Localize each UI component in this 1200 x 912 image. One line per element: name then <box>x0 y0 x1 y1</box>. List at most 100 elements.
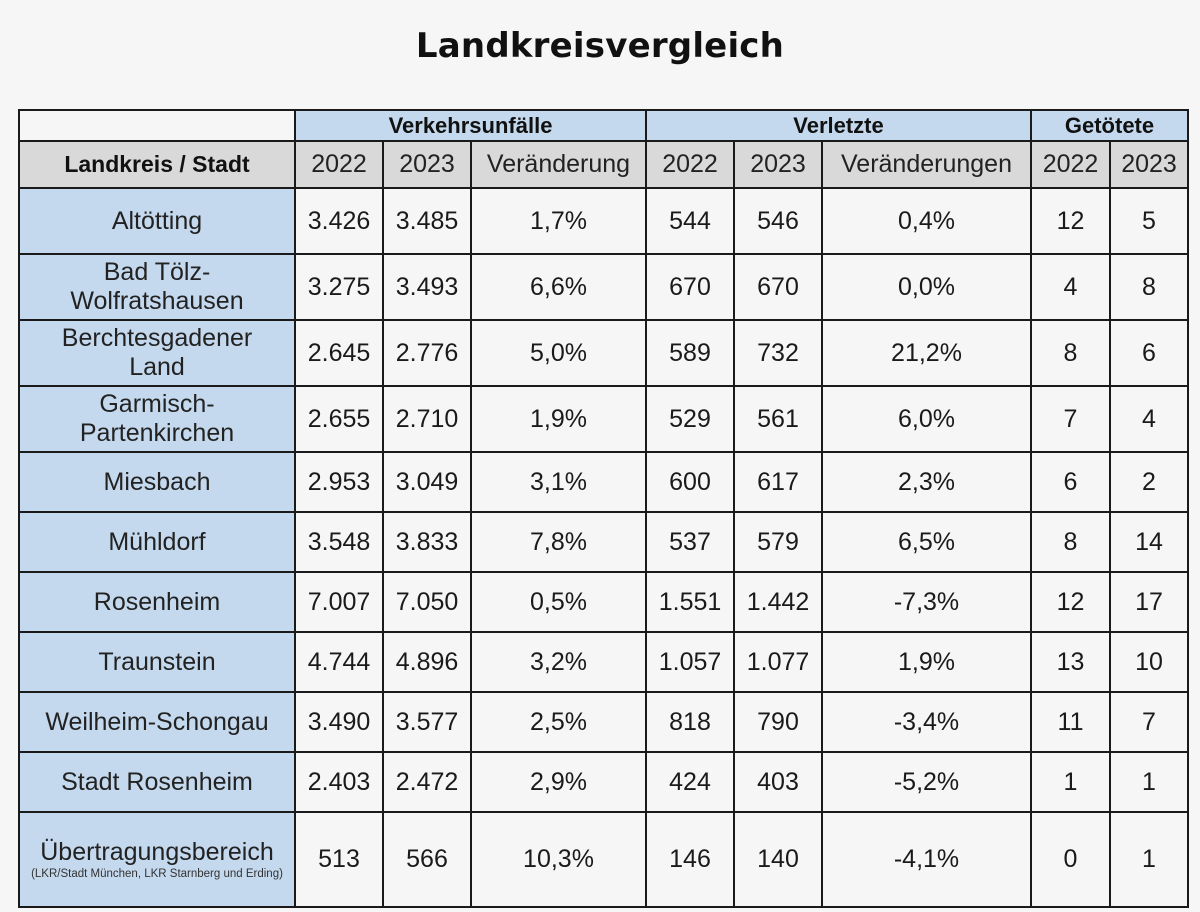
injured-change-cell: 6,5% <box>821 511 1032 573</box>
killed-2022-cell: 1 <box>1030 751 1111 813</box>
table-row: Bad Tölz- Wolfratshausen 3.275 3.493 6,6… <box>18 253 1189 321</box>
accidents-2023-cell: 3.049 <box>382 451 472 513</box>
district-name-cell: Übertragungsbereich (LKR/Stadt München, … <box>18 811 296 908</box>
column-header-district: Landkreis / Stadt <box>18 140 296 189</box>
column-header-injured-2022: 2022 <box>645 140 735 189</box>
group-header-injured: Verletzte <box>645 109 1032 142</box>
accidents-change-cell: 2,5% <box>470 691 647 753</box>
killed-2023-cell: 5 <box>1109 187 1189 255</box>
accidents-2023-cell: 3.577 <box>382 691 472 753</box>
injured-2023-cell: 617 <box>733 451 823 513</box>
column-header-killed-2022: 2022 <box>1030 140 1111 189</box>
injured-2022-cell: 424 <box>645 751 735 813</box>
district-name: Bad Tölz- <box>103 258 211 286</box>
accidents-2023-cell: 2.710 <box>382 385 472 453</box>
district-comparison-table: Verkehrsunfälle Verletzte Getötete Landk… <box>18 109 1189 908</box>
injured-change-cell: 21,2% <box>821 319 1032 387</box>
killed-2022-cell: 12 <box>1030 187 1111 255</box>
district-name: Miesbach <box>103 467 211 496</box>
injured-2023-cell: 546 <box>733 187 823 255</box>
district-name-cell: Garmisch- Partenkirchen <box>18 385 296 453</box>
district-name-cell: Weilheim-Schongau <box>18 691 296 753</box>
column-header-accidents-change: Veränderung <box>470 140 647 189</box>
district-name: Traunstein <box>98 647 216 676</box>
district-name-cell: Bad Tölz- Wolfratshausen <box>18 253 296 321</box>
injured-change-cell: -5,2% <box>821 751 1032 813</box>
injured-change-cell: 0,4% <box>821 187 1032 255</box>
column-header-accidents-2023: 2023 <box>382 140 472 189</box>
district-name: Altötting <box>111 206 203 235</box>
accidents-change-cell: 3,1% <box>470 451 647 513</box>
killed-2023-cell: 14 <box>1109 511 1189 573</box>
district-name-cell: Mühldorf <box>18 511 296 573</box>
table-row: Miesbach 2.953 3.049 3,1% 600 617 2,3% 6… <box>18 451 1189 513</box>
injured-2023-cell: 579 <box>733 511 823 573</box>
district-name-cell: Rosenheim <box>18 571 296 633</box>
injured-2022-cell: 1.057 <box>645 631 735 693</box>
killed-2022-cell: 12 <box>1030 571 1111 633</box>
district-name-line2: Land <box>129 353 185 381</box>
accidents-change-cell: 5,0% <box>470 319 647 387</box>
accidents-2022-cell: 3.426 <box>294 187 384 255</box>
group-header-row: Verkehrsunfälle Verletzte Getötete <box>18 109 1189 142</box>
injured-2023-cell: 561 <box>733 385 823 453</box>
injured-2023-cell: 1.077 <box>733 631 823 693</box>
injured-change-cell: -3,4% <box>821 691 1032 753</box>
district-name: Stadt Rosenheim <box>61 767 253 796</box>
injured-change-cell: -7,3% <box>821 571 1032 633</box>
district-name: Rosenheim <box>93 587 221 616</box>
accidents-2023-cell: 3.833 <box>382 511 472 573</box>
injured-2022-cell: 600 <box>645 451 735 513</box>
killed-2022-cell: 6 <box>1030 451 1111 513</box>
accidents-2023-cell: 2.776 <box>382 319 472 387</box>
accidents-2023-cell: 3.485 <box>382 187 472 255</box>
killed-2023-cell: 1 <box>1109 811 1189 908</box>
column-header-row: Landkreis / Stadt 2022 2023 Veränderung … <box>18 140 1189 189</box>
injured-2022-cell: 589 <box>645 319 735 387</box>
killed-2023-cell: 2 <box>1109 451 1189 513</box>
district-name-line2: Partenkirchen <box>79 419 235 447</box>
injured-2022-cell: 1.551 <box>645 571 735 633</box>
district-name: Übertragungsbereich <box>40 838 274 866</box>
column-header-killed-2023: 2023 <box>1109 140 1189 189</box>
accidents-2023-cell: 7.050 <box>382 571 472 633</box>
injured-change-cell: 1,9% <box>821 631 1032 693</box>
accidents-2022-cell: 4.744 <box>294 631 384 693</box>
accidents-change-cell: 6,6% <box>470 253 647 321</box>
district-note: (LKR/Stadt München, LKR Starnberg und Er… <box>31 868 283 880</box>
accidents-change-cell: 2,9% <box>470 751 647 813</box>
accidents-change-cell: 3,2% <box>470 631 647 693</box>
killed-2022-cell: 4 <box>1030 253 1111 321</box>
killed-2023-cell: 7 <box>1109 691 1189 753</box>
injured-2022-cell: 818 <box>645 691 735 753</box>
accidents-change-cell: 7,8% <box>470 511 647 573</box>
injured-2023-cell: 732 <box>733 319 823 387</box>
injured-2023-cell: 403 <box>733 751 823 813</box>
injured-change-cell: 6,0% <box>821 385 1032 453</box>
column-header-accidents-2022: 2022 <box>294 140 384 189</box>
injured-change-cell: 2,3% <box>821 451 1032 513</box>
injured-2023-cell: 140 <box>733 811 823 908</box>
table-row: Weilheim-Schongau 3.490 3.577 2,5% 818 7… <box>18 691 1189 753</box>
accidents-2022-cell: 2.655 <box>294 385 384 453</box>
injured-2023-cell: 1.442 <box>733 571 823 633</box>
injured-change-cell: 0,0% <box>821 253 1032 321</box>
table-row: Rosenheim 7.007 7.050 0,5% 1.551 1.442 -… <box>18 571 1189 633</box>
accidents-change-cell: 1,7% <box>470 187 647 255</box>
accidents-2023-cell: 2.472 <box>382 751 472 813</box>
accidents-change-cell: 10,3% <box>470 811 647 908</box>
accidents-2022-cell: 2.953 <box>294 451 384 513</box>
injured-2022-cell: 544 <box>645 187 735 255</box>
group-header-accidents: Verkehrsunfälle <box>294 109 647 142</box>
killed-2022-cell: 0 <box>1030 811 1111 908</box>
killed-2023-cell: 6 <box>1109 319 1189 387</box>
injured-2023-cell: 790 <box>733 691 823 753</box>
table-row: Altötting 3.426 3.485 1,7% 544 546 0,4% … <box>18 187 1189 255</box>
group-header-killed: Getötete <box>1030 109 1189 142</box>
killed-2023-cell: 1 <box>1109 751 1189 813</box>
district-name-cell: Stadt Rosenheim <box>18 751 296 813</box>
district-name-cell: Traunstein <box>18 631 296 693</box>
accidents-change-cell: 1,9% <box>470 385 647 453</box>
accidents-2022-cell: 3.275 <box>294 253 384 321</box>
district-name-cell: Altötting <box>18 187 296 255</box>
